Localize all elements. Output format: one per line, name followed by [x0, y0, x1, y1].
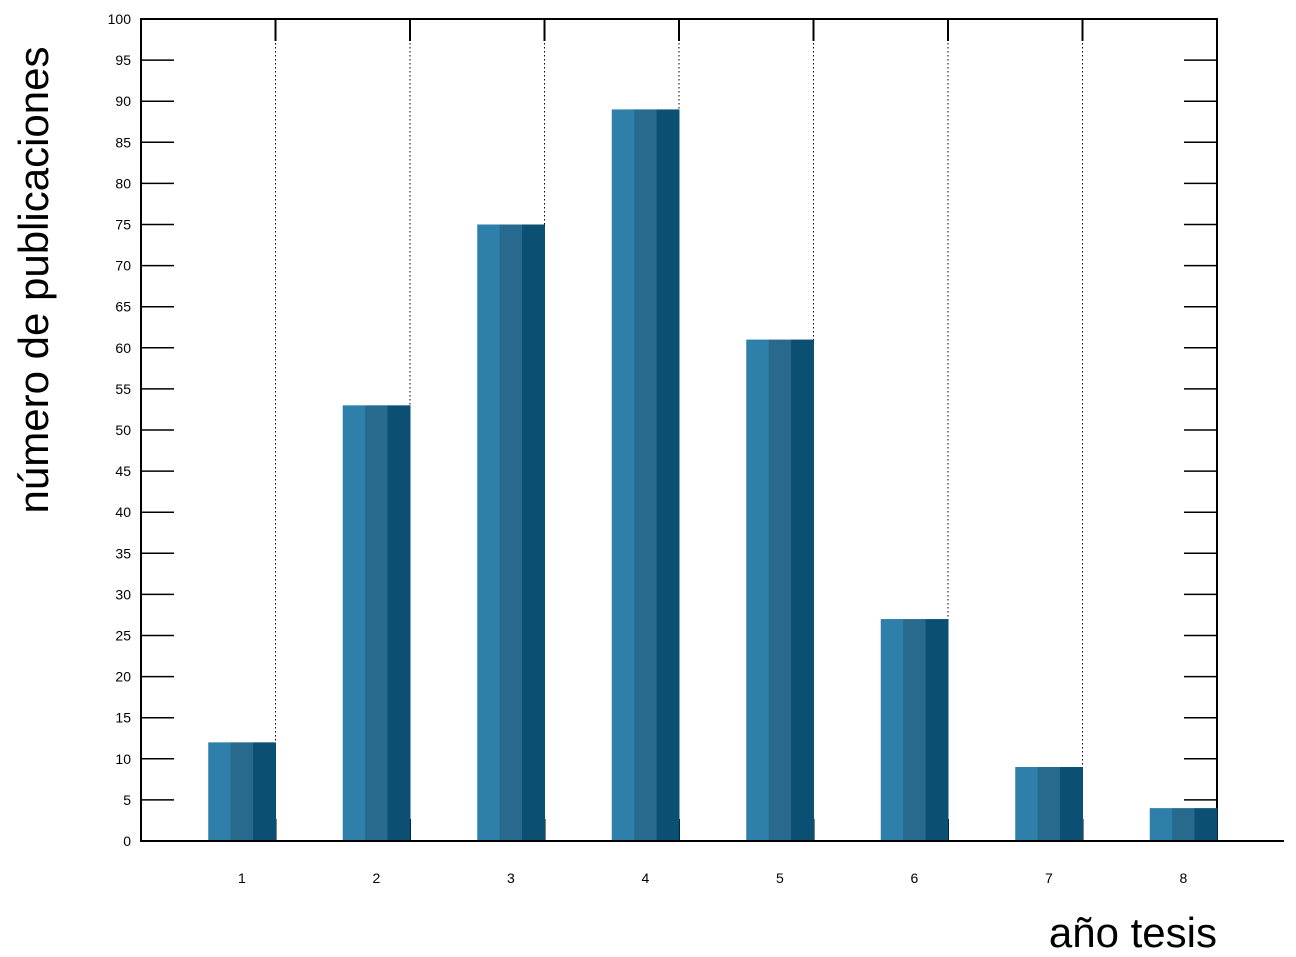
bar [1149, 808, 1218, 841]
bar-segment [746, 339, 770, 841]
bar [208, 742, 276, 841]
bar-segment [791, 339, 814, 841]
bar [1015, 767, 1083, 841]
y-tick-label: 90 [115, 93, 131, 109]
bar-segment [208, 742, 232, 841]
bar-segment [880, 619, 904, 841]
y-tick-label: 95 [115, 52, 131, 68]
bar-segment [656, 109, 680, 842]
bar-segment [634, 109, 658, 842]
bar [746, 339, 814, 841]
bar [342, 405, 411, 841]
y-tick-label: 70 [115, 258, 131, 274]
bar-segment [925, 619, 949, 841]
bar [477, 224, 545, 841]
y-tick-label: 100 [108, 11, 132, 27]
bar-segment [768, 339, 792, 841]
y-tick-label: 65 [115, 299, 131, 315]
bar-segment [903, 619, 927, 841]
bar-segment [342, 405, 366, 841]
x-tick-label: 3 [507, 870, 515, 886]
bar-segment [230, 742, 254, 841]
bar [880, 619, 949, 841]
y-tick-label: 75 [115, 217, 131, 233]
bar-segment [387, 405, 411, 841]
x-tick-label: 1 [238, 870, 246, 886]
y-tick-label: 30 [115, 586, 131, 602]
x-tick-label: 7 [1045, 870, 1053, 886]
x-axis-title: año tesis [1049, 909, 1217, 956]
bar-segment [1060, 767, 1083, 841]
y-tick-label: 40 [115, 504, 131, 520]
y-tick-label: 35 [115, 545, 131, 561]
y-axis-ticks: 0 5 10 15 20 25 30 35 40 45 50 55 60 65 70 75 80 85 90 95 10… [108, 11, 1217, 849]
bar-segment [611, 109, 635, 842]
y-tick-label: 5 [123, 792, 131, 808]
bar [611, 109, 680, 842]
y-tick-label: 60 [115, 340, 131, 356]
bar-segment [477, 224, 501, 841]
y-tick-label: 55 [115, 381, 131, 397]
bar-segment [1149, 808, 1173, 841]
y-tick-label: 20 [115, 669, 131, 685]
bar-segment [1194, 808, 1218, 841]
y-tick-label: 0 [123, 833, 131, 849]
bars [208, 109, 1218, 842]
y-axis-title: número de publicaciones [10, 47, 57, 514]
bar-segment [253, 742, 276, 841]
y-tick-label: 10 [115, 751, 131, 767]
x-tick-label: 6 [910, 870, 918, 886]
bar-segment [522, 224, 545, 841]
x-axis-ticks: 1 2 3 4 5 6 7 8 [238, 870, 1188, 886]
x-tick-label: 2 [372, 870, 380, 886]
y-tick-label: 80 [115, 175, 131, 191]
bar-segment [1015, 767, 1039, 841]
bar-segment [1037, 767, 1061, 841]
y-tick-label: 85 [115, 134, 131, 150]
x-tick-label: 4 [641, 870, 649, 886]
y-tick-label: 50 [115, 422, 131, 438]
x-tick-label: 5 [776, 870, 784, 886]
bar-segment [1172, 808, 1196, 841]
y-tick-label: 25 [115, 628, 131, 644]
bar-segment [365, 405, 389, 841]
bar-segment [499, 224, 523, 841]
x-tick-label: 8 [1179, 870, 1187, 886]
y-tick-label: 15 [115, 710, 131, 726]
y-tick-label: 45 [115, 463, 131, 479]
